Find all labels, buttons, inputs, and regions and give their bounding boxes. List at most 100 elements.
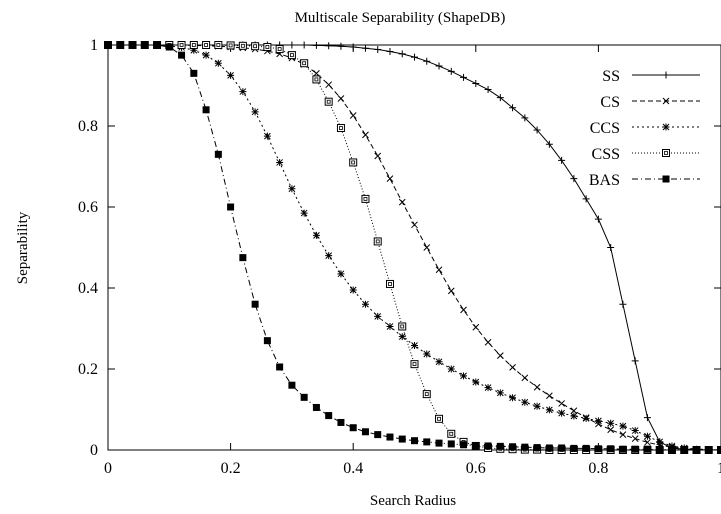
data-point: [325, 42, 333, 50]
data-point: [570, 412, 578, 420]
data-point: [521, 443, 529, 451]
data-point: [533, 402, 541, 410]
data-point: [594, 417, 602, 425]
data-point: [312, 75, 321, 84]
data-point: [644, 438, 651, 446]
data-point: [423, 244, 431, 251]
data-point: [313, 69, 320, 77]
data-point: [251, 300, 259, 308]
data-point: [631, 435, 639, 443]
series-ccs: [104, 41, 721, 454]
series-cs: [104, 41, 721, 454]
data-point: [178, 51, 186, 59]
data-point: [337, 270, 345, 278]
legend-marker: [662, 97, 670, 105]
data-point: [472, 79, 480, 87]
data-point: [460, 306, 467, 314]
legend-entry: BAS: [589, 172, 700, 189]
data-point: [546, 392, 553, 400]
y-tick-label: 0: [90, 442, 98, 459]
series-line: [108, 44, 721, 451]
data-point: [276, 158, 284, 166]
legend-label: SS: [602, 68, 620, 85]
data-point: [484, 338, 492, 346]
data-point: [656, 446, 664, 454]
data-point: [668, 442, 676, 450]
data-point: [337, 418, 345, 426]
data-point: [558, 409, 566, 417]
data-point: [263, 132, 271, 140]
data-point: [312, 41, 320, 49]
data-point: [521, 374, 529, 382]
data-point: [300, 41, 308, 49]
data-point: [435, 358, 443, 366]
data-point: [202, 51, 210, 59]
series-line: [108, 44, 721, 451]
data-point: [190, 69, 198, 77]
data-point: [607, 426, 615, 434]
x-axis-ticks: 0 0.2 0.4 0.6 0.8 1: [104, 45, 721, 477]
data-point: [251, 108, 259, 116]
data-point: [643, 414, 651, 422]
data-point: [141, 41, 149, 49]
data-point: [251, 42, 260, 51]
data-point: [361, 300, 369, 308]
data-point: [496, 352, 504, 359]
data-point: [300, 59, 309, 68]
data-point: [594, 445, 602, 453]
chart-title: Multiscale Separability (ShapeDB): [295, 10, 506, 26]
y-tick-label: 0.4: [78, 280, 98, 297]
data-point: [373, 237, 382, 246]
data-point: [447, 429, 456, 438]
data-point: [349, 286, 357, 294]
data-point: [349, 158, 358, 167]
legend-entry: CCS: [590, 120, 700, 137]
data-point: [509, 364, 516, 371]
data-point: [374, 431, 382, 439]
data-point: [116, 41, 124, 49]
data-point: [349, 424, 357, 432]
series-line: [108, 44, 721, 451]
data-point: [386, 175, 394, 183]
legend: SS CS CCS CSS BAS: [589, 68, 700, 189]
data-point: [312, 403, 320, 411]
legend-marker: [662, 149, 670, 157]
legend-label: BAS: [589, 172, 620, 189]
data-point: [619, 431, 627, 438]
x-tick-label: 0.6: [466, 460, 486, 477]
x-axis-label: Search Radius: [370, 493, 456, 509]
data-point: [631, 445, 639, 453]
data-point: [558, 444, 566, 452]
data-point: [153, 41, 161, 49]
data-point: [509, 443, 517, 451]
y-tick-label: 0.6: [78, 199, 98, 216]
data-point: [349, 43, 357, 51]
series-line: [108, 44, 721, 451]
legend-label: CCS: [590, 120, 620, 137]
data-point: [521, 114, 529, 122]
data-point: [276, 363, 284, 371]
plot-frame: [107, 44, 721, 451]
data-point: [631, 357, 639, 365]
data-point: [300, 209, 308, 217]
data-point: [545, 406, 553, 414]
data-point: [582, 444, 590, 452]
data-point: [643, 432, 651, 440]
data-point: [288, 41, 296, 49]
data-point: [472, 442, 480, 450]
data-point: [607, 244, 615, 251]
data-point: [288, 381, 296, 389]
legend-marker: [662, 71, 670, 79]
data-point: [411, 53, 418, 61]
data-point: [423, 438, 431, 446]
data-point: [226, 41, 235, 50]
data-point: [533, 383, 541, 391]
x-tick-label: 0.8: [588, 460, 608, 477]
data-point: [607, 445, 615, 453]
data-point: [423, 57, 431, 65]
data-point: [496, 94, 504, 102]
data-point: [460, 73, 468, 81]
data-point: [594, 215, 602, 223]
data-point: [386, 322, 394, 330]
data-point: [386, 47, 394, 55]
